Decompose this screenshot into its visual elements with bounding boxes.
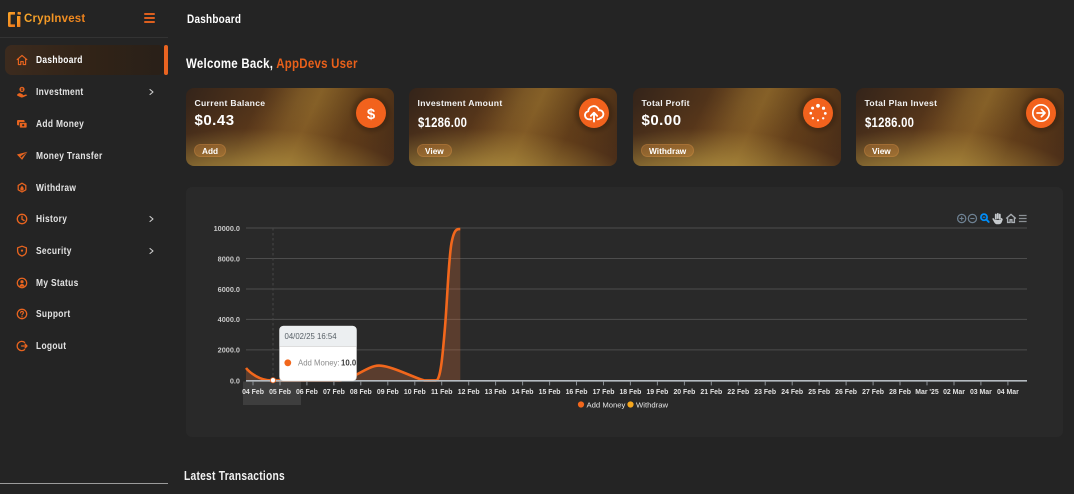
svg-text:$: $: [367, 106, 376, 123]
svg-text:18 Feb: 18 Feb: [619, 389, 641, 396]
svg-text:27 Feb: 27 Feb: [862, 389, 884, 396]
svg-text:12 Feb: 12 Feb: [458, 389, 480, 396]
svg-text:2000.0: 2000.0: [218, 346, 240, 355]
svg-text:$: $: [21, 87, 24, 92]
svg-text:20 Feb: 20 Feb: [673, 389, 695, 396]
svg-text:02 Mar: 02 Mar: [943, 389, 965, 396]
svg-text:21 Feb: 21 Feb: [700, 389, 722, 396]
svg-text:11 Feb: 11 Feb: [431, 389, 452, 396]
svg-text:04 Mar: 04 Mar: [997, 389, 1019, 396]
svg-text:0.0: 0.0: [230, 377, 240, 386]
svg-text:4000.0: 4000.0: [218, 315, 240, 324]
svg-text:Withdraw: Withdraw: [636, 400, 668, 409]
svg-text:04/02/25 16:54: 04/02/25 16:54: [285, 332, 338, 341]
svg-text:25 Feb: 25 Feb: [808, 389, 830, 396]
svg-text:28 Feb: 28 Feb: [889, 389, 911, 396]
svg-text:04 Feb: 04 Feb: [242, 389, 264, 396]
svg-text:23 Feb: 23 Feb: [754, 389, 776, 396]
svg-text:05 Feb: 05 Feb: [269, 389, 291, 396]
svg-text:26 Feb: 26 Feb: [835, 389, 857, 396]
svg-text:24 Feb: 24 Feb: [781, 389, 803, 396]
svg-text:14 Feb: 14 Feb: [512, 389, 534, 396]
svg-text:Mar '25: Mar '25: [915, 389, 939, 396]
svg-text:03 Mar: 03 Mar: [970, 389, 992, 396]
svg-text:13 Feb: 13 Feb: [485, 389, 507, 396]
svg-text:17 Feb: 17 Feb: [593, 389, 615, 396]
svg-text:10.0: 10.0: [341, 359, 357, 368]
svg-text:22 Feb: 22 Feb: [727, 389, 749, 396]
svg-text:16 Feb: 16 Feb: [566, 389, 588, 396]
svg-text:6000.0: 6000.0: [218, 285, 240, 294]
svg-text:19 Feb: 19 Feb: [646, 389, 668, 396]
svg-text:09 Feb: 09 Feb: [377, 389, 399, 396]
svg-text:Add Money:: Add Money:: [298, 359, 340, 368]
svg-text:07 Feb: 07 Feb: [323, 389, 345, 396]
svg-text:15 Feb: 15 Feb: [539, 389, 561, 396]
svg-text:8000.0: 8000.0: [218, 254, 240, 263]
svg-text:10000.0: 10000.0: [214, 224, 240, 233]
svg-text:10 Feb: 10 Feb: [404, 389, 426, 396]
svg-text:Add Money: Add Money: [587, 400, 626, 409]
svg-text:06 Feb: 06 Feb: [296, 389, 318, 396]
svg-text:08 Feb: 08 Feb: [350, 389, 372, 396]
